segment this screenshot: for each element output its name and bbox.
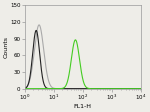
X-axis label: FL1-H: FL1-H: [74, 103, 92, 109]
Y-axis label: Counts: Counts: [3, 36, 8, 58]
